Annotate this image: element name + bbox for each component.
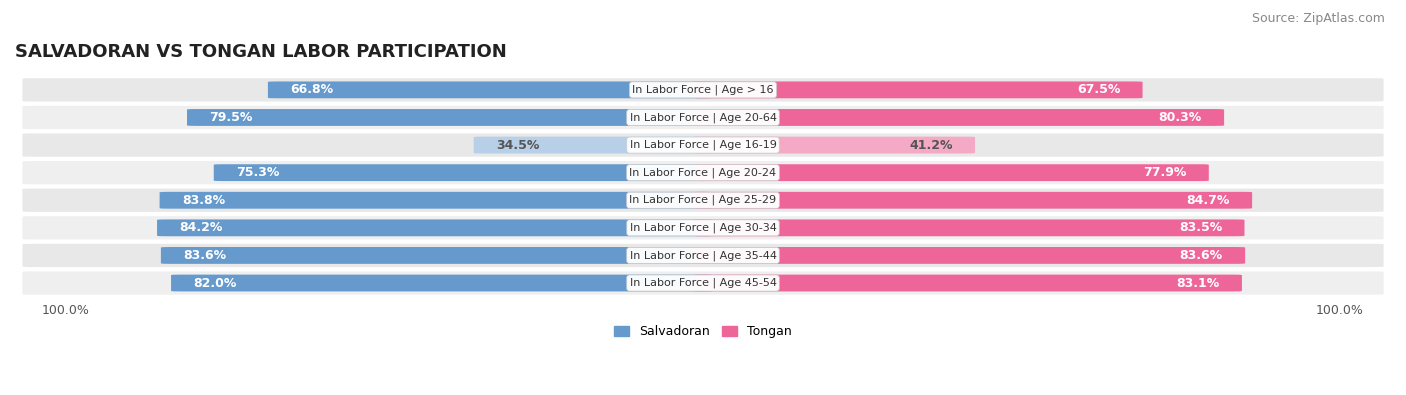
FancyBboxPatch shape xyxy=(693,137,974,154)
Text: 67.5%: 67.5% xyxy=(1077,83,1121,96)
FancyBboxPatch shape xyxy=(21,160,1385,185)
Text: 83.5%: 83.5% xyxy=(1180,221,1222,234)
FancyBboxPatch shape xyxy=(21,270,1385,296)
FancyBboxPatch shape xyxy=(693,164,1209,181)
Text: SALVADORAN VS TONGAN LABOR PARTICIPATION: SALVADORAN VS TONGAN LABOR PARTICIPATION xyxy=(15,43,506,61)
FancyBboxPatch shape xyxy=(21,188,1385,213)
Text: 41.2%: 41.2% xyxy=(910,139,953,152)
Text: 75.3%: 75.3% xyxy=(236,166,280,179)
Legend: Salvadoran, Tongan: Salvadoran, Tongan xyxy=(609,320,797,343)
FancyBboxPatch shape xyxy=(269,81,713,98)
Text: In Labor Force | Age 20-64: In Labor Force | Age 20-64 xyxy=(630,112,776,123)
FancyBboxPatch shape xyxy=(21,243,1385,268)
FancyBboxPatch shape xyxy=(21,105,1385,130)
Text: In Labor Force | Age 16-19: In Labor Force | Age 16-19 xyxy=(630,140,776,150)
Text: In Labor Force | Age 20-24: In Labor Force | Age 20-24 xyxy=(630,167,776,178)
FancyBboxPatch shape xyxy=(172,275,713,292)
Text: 84.7%: 84.7% xyxy=(1187,194,1230,207)
Text: 34.5%: 34.5% xyxy=(496,139,540,152)
Text: 79.5%: 79.5% xyxy=(209,111,253,124)
FancyBboxPatch shape xyxy=(160,247,713,264)
FancyBboxPatch shape xyxy=(21,132,1385,158)
FancyBboxPatch shape xyxy=(693,220,1244,236)
Text: In Labor Force | Age 25-29: In Labor Force | Age 25-29 xyxy=(630,195,776,205)
FancyBboxPatch shape xyxy=(21,215,1385,241)
FancyBboxPatch shape xyxy=(693,109,1225,126)
Text: 77.9%: 77.9% xyxy=(1143,166,1187,179)
Text: Source: ZipAtlas.com: Source: ZipAtlas.com xyxy=(1251,12,1385,25)
Text: In Labor Force | Age > 16: In Labor Force | Age > 16 xyxy=(633,85,773,95)
Text: 83.6%: 83.6% xyxy=(1180,249,1223,262)
FancyBboxPatch shape xyxy=(160,192,713,209)
FancyBboxPatch shape xyxy=(187,109,713,126)
Text: 82.0%: 82.0% xyxy=(194,276,236,290)
FancyBboxPatch shape xyxy=(693,81,1143,98)
Text: 84.2%: 84.2% xyxy=(180,221,222,234)
FancyBboxPatch shape xyxy=(693,247,1246,264)
Text: 66.8%: 66.8% xyxy=(290,83,333,96)
FancyBboxPatch shape xyxy=(693,275,1241,292)
FancyBboxPatch shape xyxy=(21,77,1385,103)
Text: In Labor Force | Age 30-34: In Labor Force | Age 30-34 xyxy=(630,223,776,233)
Text: 80.3%: 80.3% xyxy=(1159,111,1202,124)
FancyBboxPatch shape xyxy=(474,137,713,154)
Text: 83.6%: 83.6% xyxy=(183,249,226,262)
Text: 83.8%: 83.8% xyxy=(181,194,225,207)
Text: In Labor Force | Age 35-44: In Labor Force | Age 35-44 xyxy=(630,250,776,261)
FancyBboxPatch shape xyxy=(157,220,713,236)
Text: In Labor Force | Age 45-54: In Labor Force | Age 45-54 xyxy=(630,278,776,288)
Text: 83.1%: 83.1% xyxy=(1177,276,1219,290)
FancyBboxPatch shape xyxy=(693,192,1253,209)
FancyBboxPatch shape xyxy=(214,164,713,181)
